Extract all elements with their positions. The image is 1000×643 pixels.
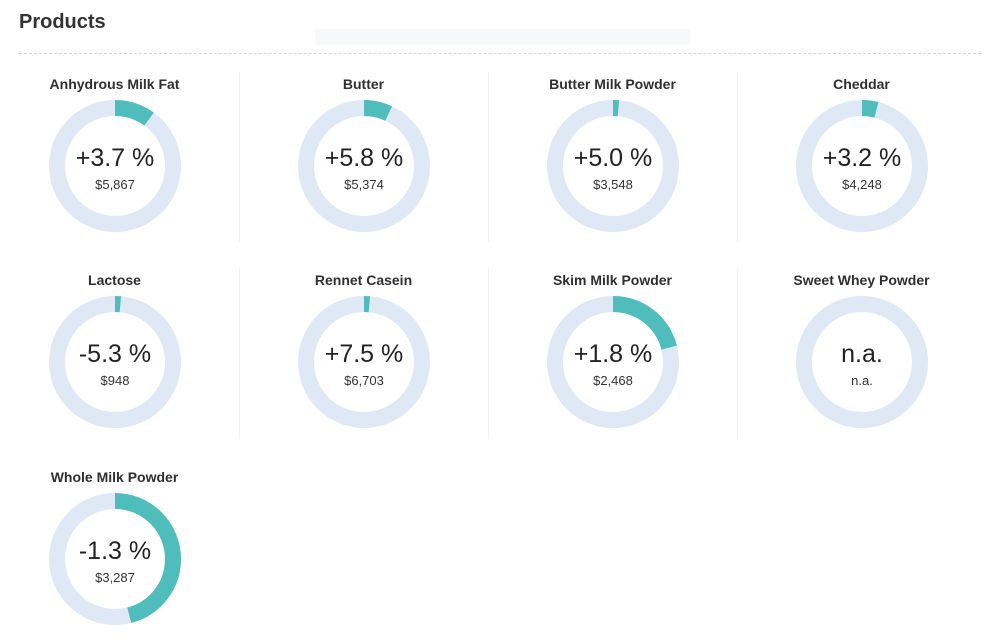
column-divider xyxy=(239,72,240,242)
percent-change: n.a. xyxy=(841,340,883,368)
donut-chart xyxy=(547,296,679,428)
donut-track xyxy=(796,296,928,428)
progress-donut: n.a. n.a. xyxy=(795,295,929,429)
donut-chart xyxy=(298,296,430,428)
donut-chart xyxy=(796,296,928,428)
donut-fill-arc xyxy=(49,296,181,428)
donut-chart xyxy=(547,100,679,232)
price-value: $6,703 xyxy=(344,373,384,388)
donut-chart xyxy=(49,493,181,625)
percent-change: +3.2 % xyxy=(822,144,902,172)
column-divider xyxy=(488,268,489,438)
product-name: Rennet Casein xyxy=(314,272,413,288)
price-value: $3,287 xyxy=(95,570,135,585)
percent-change: -5.3 % xyxy=(78,340,152,368)
header-bar xyxy=(315,29,690,45)
price-value: $2,468 xyxy=(593,373,633,388)
donut-fill-arc xyxy=(49,100,181,232)
price-value: $3,548 xyxy=(593,177,633,192)
progress-donut: +7.5 % $6,703 xyxy=(297,295,431,429)
progress-donut: +1.8 % $2,468 xyxy=(546,295,680,429)
donut-chart xyxy=(298,100,430,232)
price-value: $4,248 xyxy=(842,177,882,192)
column-divider xyxy=(737,268,738,438)
percent-change: +7.5 % xyxy=(324,340,404,368)
price-value: $5,867 xyxy=(95,177,135,192)
percent-change: +5.0 % xyxy=(573,144,653,172)
donut-chart xyxy=(49,296,181,428)
percent-change: +5.8 % xyxy=(324,144,404,172)
donut-chart xyxy=(49,100,181,232)
price-value: $948 xyxy=(100,373,130,388)
product-name: Butter xyxy=(342,76,385,92)
progress-donut: -5.3 % $948 xyxy=(48,295,182,429)
price-value: $5,374 xyxy=(344,177,384,192)
price-value: n.a. xyxy=(851,373,873,388)
product-name: Butter Milk Powder xyxy=(549,76,676,92)
progress-donut: -1.3 % $3,287 xyxy=(48,492,182,626)
column-divider xyxy=(239,268,240,438)
product-name: Whole Milk Powder xyxy=(50,469,179,485)
donut-fill-arc xyxy=(49,493,181,625)
donut-fill-arc xyxy=(298,100,430,232)
donut-fill-arc xyxy=(796,100,928,232)
progress-donut: +5.8 % $5,374 xyxy=(297,99,431,233)
column-divider xyxy=(737,72,738,242)
donut-fill-arc xyxy=(547,100,679,232)
product-name: Anhydrous Milk Fat xyxy=(49,76,180,92)
donut-chart xyxy=(796,100,928,232)
percent-change: +3.7 % xyxy=(75,144,155,172)
donut-fill-arc xyxy=(547,296,679,428)
donut-fill-arc xyxy=(298,296,430,428)
column-divider xyxy=(488,72,489,242)
product-name: Skim Milk Powder xyxy=(552,272,673,288)
title-divider xyxy=(19,53,981,54)
page-title: Products xyxy=(19,11,106,33)
progress-donut: +3.2 % $4,248 xyxy=(795,99,929,233)
percent-change: +1.8 % xyxy=(573,340,653,368)
product-name: Sweet Whey Powder xyxy=(793,272,930,288)
progress-donut: +5.0 % $3,548 xyxy=(546,99,680,233)
progress-donut: +3.7 % $5,867 xyxy=(48,99,182,233)
percent-change: -1.3 % xyxy=(78,537,152,565)
product-name: Lactose xyxy=(88,272,141,288)
product-name: Cheddar xyxy=(833,76,890,92)
